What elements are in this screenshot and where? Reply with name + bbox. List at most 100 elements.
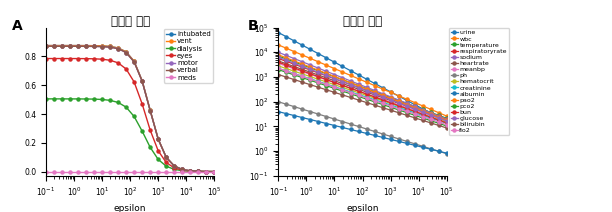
meanbp <box>315 76 322 78</box>
bun <box>363 93 370 95</box>
fio2 <box>371 99 378 102</box>
glucose <box>347 83 354 86</box>
albumin <box>427 148 435 151</box>
temperature <box>379 93 386 96</box>
ph <box>379 133 386 135</box>
respiratoryrate <box>395 101 402 103</box>
creatinine <box>291 72 298 75</box>
intubated <box>50 44 58 47</box>
motor <box>138 80 146 82</box>
pco2 <box>403 111 410 114</box>
meds <box>211 170 218 173</box>
intubated <box>99 45 106 47</box>
wbc <box>339 71 346 73</box>
fio2 <box>363 97 370 99</box>
hematocrit <box>371 97 378 99</box>
urine <box>355 74 362 76</box>
temperature <box>387 96 394 99</box>
dialysis <box>83 98 90 100</box>
verbal <box>179 168 186 171</box>
pao2 <box>283 57 290 59</box>
Line: heartrate: heartrate <box>277 59 448 122</box>
heartrate <box>307 71 314 74</box>
meds <box>122 170 130 173</box>
ph <box>355 125 362 128</box>
heartrate <box>275 60 282 62</box>
motor <box>187 170 194 172</box>
hematocrit <box>355 92 362 94</box>
hematocrit <box>387 102 394 105</box>
ph <box>283 103 290 106</box>
bun <box>427 116 435 119</box>
vent <box>195 170 202 173</box>
sodium <box>347 80 354 82</box>
Line: bilirubin: bilirubin <box>277 73 448 130</box>
bilirubin <box>291 78 298 81</box>
bilirubin <box>307 84 314 86</box>
dialysis <box>154 158 162 161</box>
intubated <box>138 80 146 82</box>
heartrate <box>315 74 322 76</box>
respiratoryrate <box>427 112 435 115</box>
meanbp <box>411 109 419 112</box>
glucose <box>283 59 290 61</box>
motor <box>114 47 122 50</box>
pao2 <box>291 60 298 62</box>
respiratoryrate <box>403 104 410 106</box>
Title: 범주형 변수: 범주형 변수 <box>111 15 150 28</box>
meanbp <box>363 92 370 95</box>
pao2 <box>387 97 394 100</box>
intubated <box>154 138 162 140</box>
respiratoryrate <box>363 89 370 92</box>
meds <box>58 170 65 173</box>
fio2 <box>275 67 282 70</box>
ph <box>363 128 370 130</box>
motor <box>50 45 58 47</box>
bilirubin <box>315 86 322 89</box>
Title: 연속형 변수: 연속형 변수 <box>343 15 382 28</box>
creatinine <box>427 117 435 119</box>
vent <box>91 45 98 47</box>
bun <box>323 78 330 81</box>
verbal <box>74 45 81 47</box>
fio2 <box>427 118 435 121</box>
vent <box>66 44 73 47</box>
meanbp <box>331 81 338 84</box>
glucose <box>403 105 410 107</box>
fio2 <box>323 83 330 86</box>
verbal <box>50 45 58 47</box>
meds <box>74 170 81 173</box>
meds <box>42 170 50 173</box>
meanbp <box>307 73 314 76</box>
fio2 <box>419 115 427 118</box>
dialysis <box>187 170 194 173</box>
wbc <box>323 64 330 67</box>
meds <box>66 170 73 173</box>
meanbp <box>355 90 362 92</box>
intubated <box>74 44 81 47</box>
bun <box>403 107 410 110</box>
glucose <box>419 111 427 113</box>
Legend: urine, wbc, temperature, respiratoryrate, sodium, heartrate, meanbp, ph, hematoc: urine, wbc, temperature, respiratoryrate… <box>449 28 509 135</box>
verbal <box>114 47 122 50</box>
respiratoryrate <box>283 60 290 63</box>
hematocrit <box>315 78 322 81</box>
pao2 <box>331 75 338 78</box>
pco2 <box>331 87 338 90</box>
hematocrit <box>435 118 442 121</box>
dialysis <box>138 130 146 132</box>
sodium <box>283 54 290 57</box>
meanbp <box>371 95 378 98</box>
meanbp <box>427 114 435 117</box>
Line: motor: motor <box>45 45 216 173</box>
respiratoryrate <box>379 95 386 98</box>
albumin <box>291 114 298 117</box>
meds <box>91 170 98 173</box>
motor <box>83 45 90 48</box>
meanbp <box>379 98 386 100</box>
ph <box>395 138 402 140</box>
urine <box>283 35 290 38</box>
creatinine <box>371 98 378 101</box>
pao2 <box>435 116 442 118</box>
albumin <box>395 140 402 143</box>
